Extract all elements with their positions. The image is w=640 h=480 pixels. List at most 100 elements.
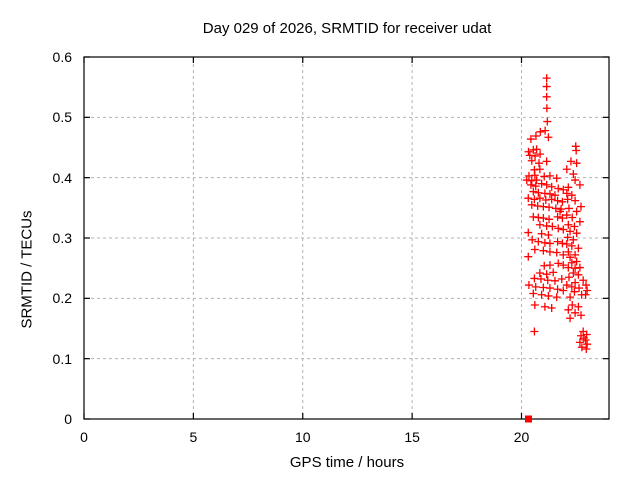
data-point-plus (574, 302, 583, 311)
data-point-plus (564, 204, 573, 213)
data-point-plus (554, 184, 563, 193)
data-point-plus (554, 259, 563, 268)
data-point-plus (575, 338, 584, 347)
data-point-plus (524, 252, 533, 261)
data-point-plus (541, 126, 550, 135)
data-point-plus (574, 244, 583, 253)
data-point-plus (529, 289, 538, 298)
data-point-plus (571, 308, 580, 317)
data-point-plus (569, 268, 578, 277)
data-point-plus (564, 273, 573, 282)
data-point-plus (559, 250, 568, 259)
data-point-plus (544, 291, 553, 300)
data-point-plus (524, 281, 533, 290)
data-point-plus (530, 195, 539, 204)
data-point-plus (575, 284, 584, 293)
data-point-plus (577, 343, 586, 352)
data-point-plus (558, 197, 567, 206)
data-point-plus (545, 171, 554, 180)
data-point-plus (544, 230, 553, 239)
data-point-plus (524, 194, 533, 203)
data-point-plus (581, 290, 590, 299)
x-tick-label: 15 (404, 429, 420, 445)
x-tick-label: 20 (513, 429, 530, 445)
data-point-plus (535, 194, 544, 203)
data-point-plus (547, 182, 556, 191)
data-point-plus (581, 335, 590, 344)
y-tick-label: 0.5 (52, 109, 72, 126)
data-point-plus (524, 228, 533, 237)
data-point-plus (569, 235, 578, 244)
data-point-plus (579, 276, 588, 285)
y-tick-label: 0 (64, 411, 72, 427)
data-point-plus (553, 285, 562, 294)
data-point-plus (535, 165, 544, 174)
data-point-plus (559, 225, 568, 234)
data-point-plus (539, 214, 548, 223)
data-point-plus (531, 282, 540, 291)
data-point-plus (571, 250, 580, 259)
data-point-plus (535, 159, 543, 168)
data-point-plus (567, 258, 576, 267)
data-point-plus (575, 217, 584, 226)
data-point-plus (562, 165, 571, 174)
data-point-plus (542, 270, 551, 279)
data-point-plus (568, 300, 577, 309)
data-point-plus (530, 327, 539, 336)
data-point-plus (544, 133, 553, 142)
data-point-plus (562, 240, 571, 249)
data-point-plus (545, 189, 554, 198)
data-point-plus (537, 229, 546, 238)
data-point-plus (575, 263, 584, 272)
data-point-square (525, 415, 532, 423)
data-point-plus (558, 214, 567, 223)
data-point-plus (562, 189, 571, 198)
data-point-plus (535, 220, 544, 229)
data-point-plus (536, 127, 545, 136)
data-point-plus (582, 281, 591, 290)
data-point-plus (545, 239, 554, 248)
data-point-plus (531, 182, 540, 191)
data-point-plus (543, 276, 552, 285)
data-point-plus (569, 170, 578, 179)
x-tick-label: 10 (294, 429, 311, 445)
data-point-plus (542, 180, 551, 189)
data-point-plus (566, 227, 575, 236)
data-point-plus (552, 293, 561, 302)
data-point-plus (540, 302, 549, 311)
data-point-plus (583, 286, 592, 295)
data-point-plus (548, 222, 557, 231)
x-tick-label: 0 (80, 429, 88, 445)
data-point-plus (559, 286, 568, 295)
data-point-plus (537, 179, 546, 188)
y-tick-label: 0.3 (52, 230, 72, 246)
data-point-plus (571, 176, 580, 185)
data-point-plus (536, 275, 545, 284)
data-point-plus (572, 159, 581, 168)
data-point-plus (562, 281, 571, 290)
data-point-plus (571, 196, 580, 205)
data-point-plus (529, 187, 538, 196)
data-point-plus (530, 171, 539, 180)
data-point-plus (539, 246, 548, 255)
data-point-plus (553, 196, 562, 205)
data-point-plus (564, 305, 573, 314)
data-point-plus (531, 151, 540, 160)
data-point-plus (568, 213, 577, 222)
y-tick-label: 0.1 (52, 350, 72, 367)
data-point-plus (582, 330, 591, 339)
data-point-plus (526, 135, 535, 144)
data-point-plus (567, 241, 576, 250)
data-point-plus (554, 224, 563, 233)
x-tick-label: 5 (189, 429, 198, 445)
data-point-plus (566, 293, 575, 302)
data-point-plus (542, 82, 551, 91)
data-point-plus (545, 247, 554, 256)
data-point-plus (577, 202, 585, 211)
data-point-plus (550, 191, 559, 200)
data-point-plus (542, 157, 551, 166)
data-point-plus (553, 212, 562, 221)
data-point-plus (536, 150, 545, 159)
